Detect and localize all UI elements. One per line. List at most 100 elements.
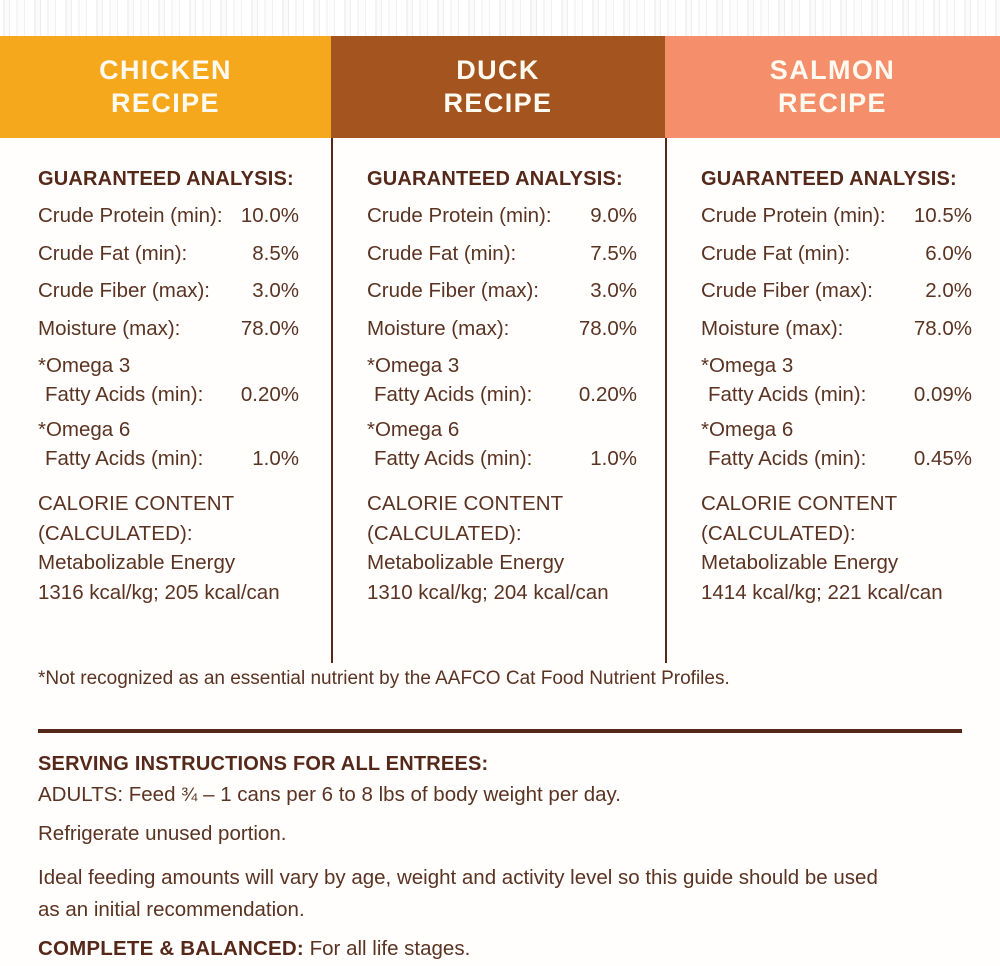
nutrient-row: Crude Fat (min): 8.5% [38,241,299,265]
calorie-content-salmon: CALORIE CONTENT (CALCULATED): Metaboliza… [701,489,972,607]
serving-adults-line: ADULTS: Feed ¾ – 1 cans per 6 to 8 lbs o… [38,783,962,806]
nutrient-label: Crude Fat (min): [38,241,188,265]
omega3-row: *Omega 3 Fatty Acids (min): 0.20% [38,354,299,406]
metabolizable-energy-value: 1310 kcal/kg; 204 kcal/can [367,580,609,604]
omega3-label: Fatty Acids (min): [708,382,867,406]
nutrient-label: Crude Protein (min): [701,204,886,227]
omega6-label: Fatty Acids (min): [708,446,867,470]
omega3-label: Fatty Acids (min): [374,382,533,406]
nutrient-label: Crude Protein (min): [367,204,552,227]
omega6-value: 0.45% [913,446,972,470]
nutrient-value: 8.5% [252,241,299,265]
nutrient-value: 78.0% [240,316,299,340]
recipe-sub-chicken: RECIPE [111,88,220,118]
nutrient-value: 10.5% [913,204,972,227]
complete-balanced-line: COMPLETE & BALANCED: For all life stages… [38,936,962,960]
nutrient-row: Crude Protein (min): 9.0% [367,204,637,227]
omega6-label: Fatty Acids (min): [45,446,204,470]
serving-instructions-title: SERVING INSTRUCTIONS FOR ALL ENTREES: [38,753,489,775]
nutrient-row: Crude Fat (min): 7.5% [367,241,637,265]
omega6-title: *Omega 6 [367,418,460,441]
omega3-title: *Omega 3 [701,354,794,377]
nutrient-value: 6.0% [925,241,972,265]
nutrient-label: Crude Fiber (max): [367,279,540,302]
guaranteed-analysis-title-chicken: GUARANTEED ANALYSIS: [38,168,294,190]
nutrient-label: Moisture (max): [367,316,510,340]
recipe-sub-duck: RECIPE [443,88,553,118]
nutrient-label: Crude Fat (min): [701,241,851,265]
nutrient-row: Crude Fiber (max): 3.0% [367,279,637,302]
serving-adults-suffix: – 1 cans per 6 to 8 lbs of body weight p… [197,783,621,806]
serving-instructions-section: SERVING INSTRUCTIONS FOR ALL ENTREES: AD… [38,753,962,959]
recipe-header-chicken: CHICKEN RECIPE [0,36,331,138]
analysis-columns: GUARANTEED ANALYSIS: Crude Protein (min)… [0,138,1000,663]
top-texture-strip [0,0,1000,36]
calorie-content-line2: (CALCULATED): [701,521,856,545]
recipe-sub-salmon: RECIPE [778,88,887,118]
nutrient-label: Moisture (max): [701,316,844,340]
calorie-content-line1: CALORIE CONTENT [701,492,898,515]
serving-fraction: ¾ [181,784,198,806]
omega6-row: *Omega 6 Fatty Acids (min): 1.0% [367,418,637,470]
calorie-content-duck: CALORIE CONTENT (CALCULATED): Metaboliza… [367,489,637,607]
omega3-label: Fatty Acids (min): [45,382,204,406]
metabolizable-energy-label: Metabolizable Energy [38,551,236,575]
omega6-row: *Omega 6 Fatty Acids (min): 1.0% [38,418,299,470]
nutrient-label: Crude Fiber (max): [701,279,874,302]
metabolizable-energy-label: Metabolizable Energy [367,551,565,575]
metabolizable-energy-value: 1316 kcal/kg; 205 kcal/can [38,580,280,604]
calorie-content-line1: CALORIE CONTENT [367,492,564,515]
complete-balanced-label: COMPLETE & BALANCED: [38,936,304,960]
section-divider [38,729,962,733]
omega3-title: *Omega 3 [367,354,460,377]
nutrient-value: 7.5% [590,241,637,265]
nutrient-value: 78.0% [913,316,972,340]
calorie-content-line2: (CALCULATED): [38,521,193,545]
recipe-header-duck: DUCK RECIPE [331,36,665,138]
calorie-content-line2: (CALCULATED): [367,521,522,545]
nutrient-row: Crude Fat (min): 6.0% [701,241,972,265]
nutrient-row: Moisture (max): 78.0% [701,316,972,340]
calorie-content-chicken: CALORIE CONTENT (CALCULATED): Metaboliza… [38,489,299,607]
nutrient-value: 3.0% [252,279,299,302]
omega6-label: Fatty Acids (min): [374,446,533,470]
recipe-header-salmon: SALMON RECIPE [665,36,1000,138]
nutrient-row: Crude Fiber (max): 2.0% [701,279,972,302]
nutrient-label: Crude Fat (min): [367,241,517,265]
omega6-row: *Omega 6 Fatty Acids (min): 0.45% [701,418,972,470]
recipe-header-band: CHICKEN RECIPE DUCK RECIPE SALMON RECIPE [0,36,1000,138]
nutrient-row: Crude Protein (min): 10.5% [701,204,972,227]
omega3-value: 0.20% [240,382,299,406]
omega6-title: *Omega 6 [38,418,131,441]
omega3-row: *Omega 3 Fatty Acids (min): 0.09% [701,354,972,406]
serving-guide-paragraph: Ideal feeding amounts will vary by age, … [38,866,878,921]
nutrient-label: Moisture (max): [38,316,181,340]
omega3-value: 0.20% [578,382,637,406]
nutrient-value: 2.0% [925,279,972,302]
recipe-name-salmon: SALMON [769,55,896,86]
complete-balanced-text: For all life stages. [303,936,471,960]
nutrient-value: 3.0% [590,279,637,302]
metabolizable-energy-label: Metabolizable Energy [701,551,899,575]
guaranteed-analysis-title-salmon: GUARANTEED ANALYSIS: [701,168,957,190]
nutrient-row: Moisture (max): 78.0% [38,316,299,340]
nutrient-value: 10.0% [240,204,299,227]
omega6-value: 1.0% [590,446,637,470]
analysis-column-chicken: GUARANTEED ANALYSIS: Crude Protein (min)… [0,138,331,663]
analysis-column-salmon: GUARANTEED ANALYSIS: Crude Protein (min)… [665,138,1000,663]
guaranteed-analysis-title-duck: GUARANTEED ANALYSIS: [367,168,623,190]
nutrient-label: Crude Protein (min): [38,204,223,227]
omega3-title: *Omega 3 [38,354,131,377]
recipe-name-duck: DUCK [456,55,540,86]
serving-refrigerate-line: Refrigerate unused portion. [38,821,287,845]
nutrient-value: 9.0% [590,204,637,227]
nutrient-value: 78.0% [578,316,637,340]
omega3-value: 0.09% [913,382,972,406]
serving-adults-prefix: ADULTS: Feed [38,783,182,806]
omega6-title: *Omega 6 [701,418,794,441]
omega6-value: 1.0% [252,446,299,470]
aafco-footnote: *Not recognized as an essential nutrient… [38,668,730,689]
metabolizable-energy-value: 1414 kcal/kg; 221 kcal/can [701,580,943,604]
nutrient-label: Crude Fiber (max): [38,279,211,302]
